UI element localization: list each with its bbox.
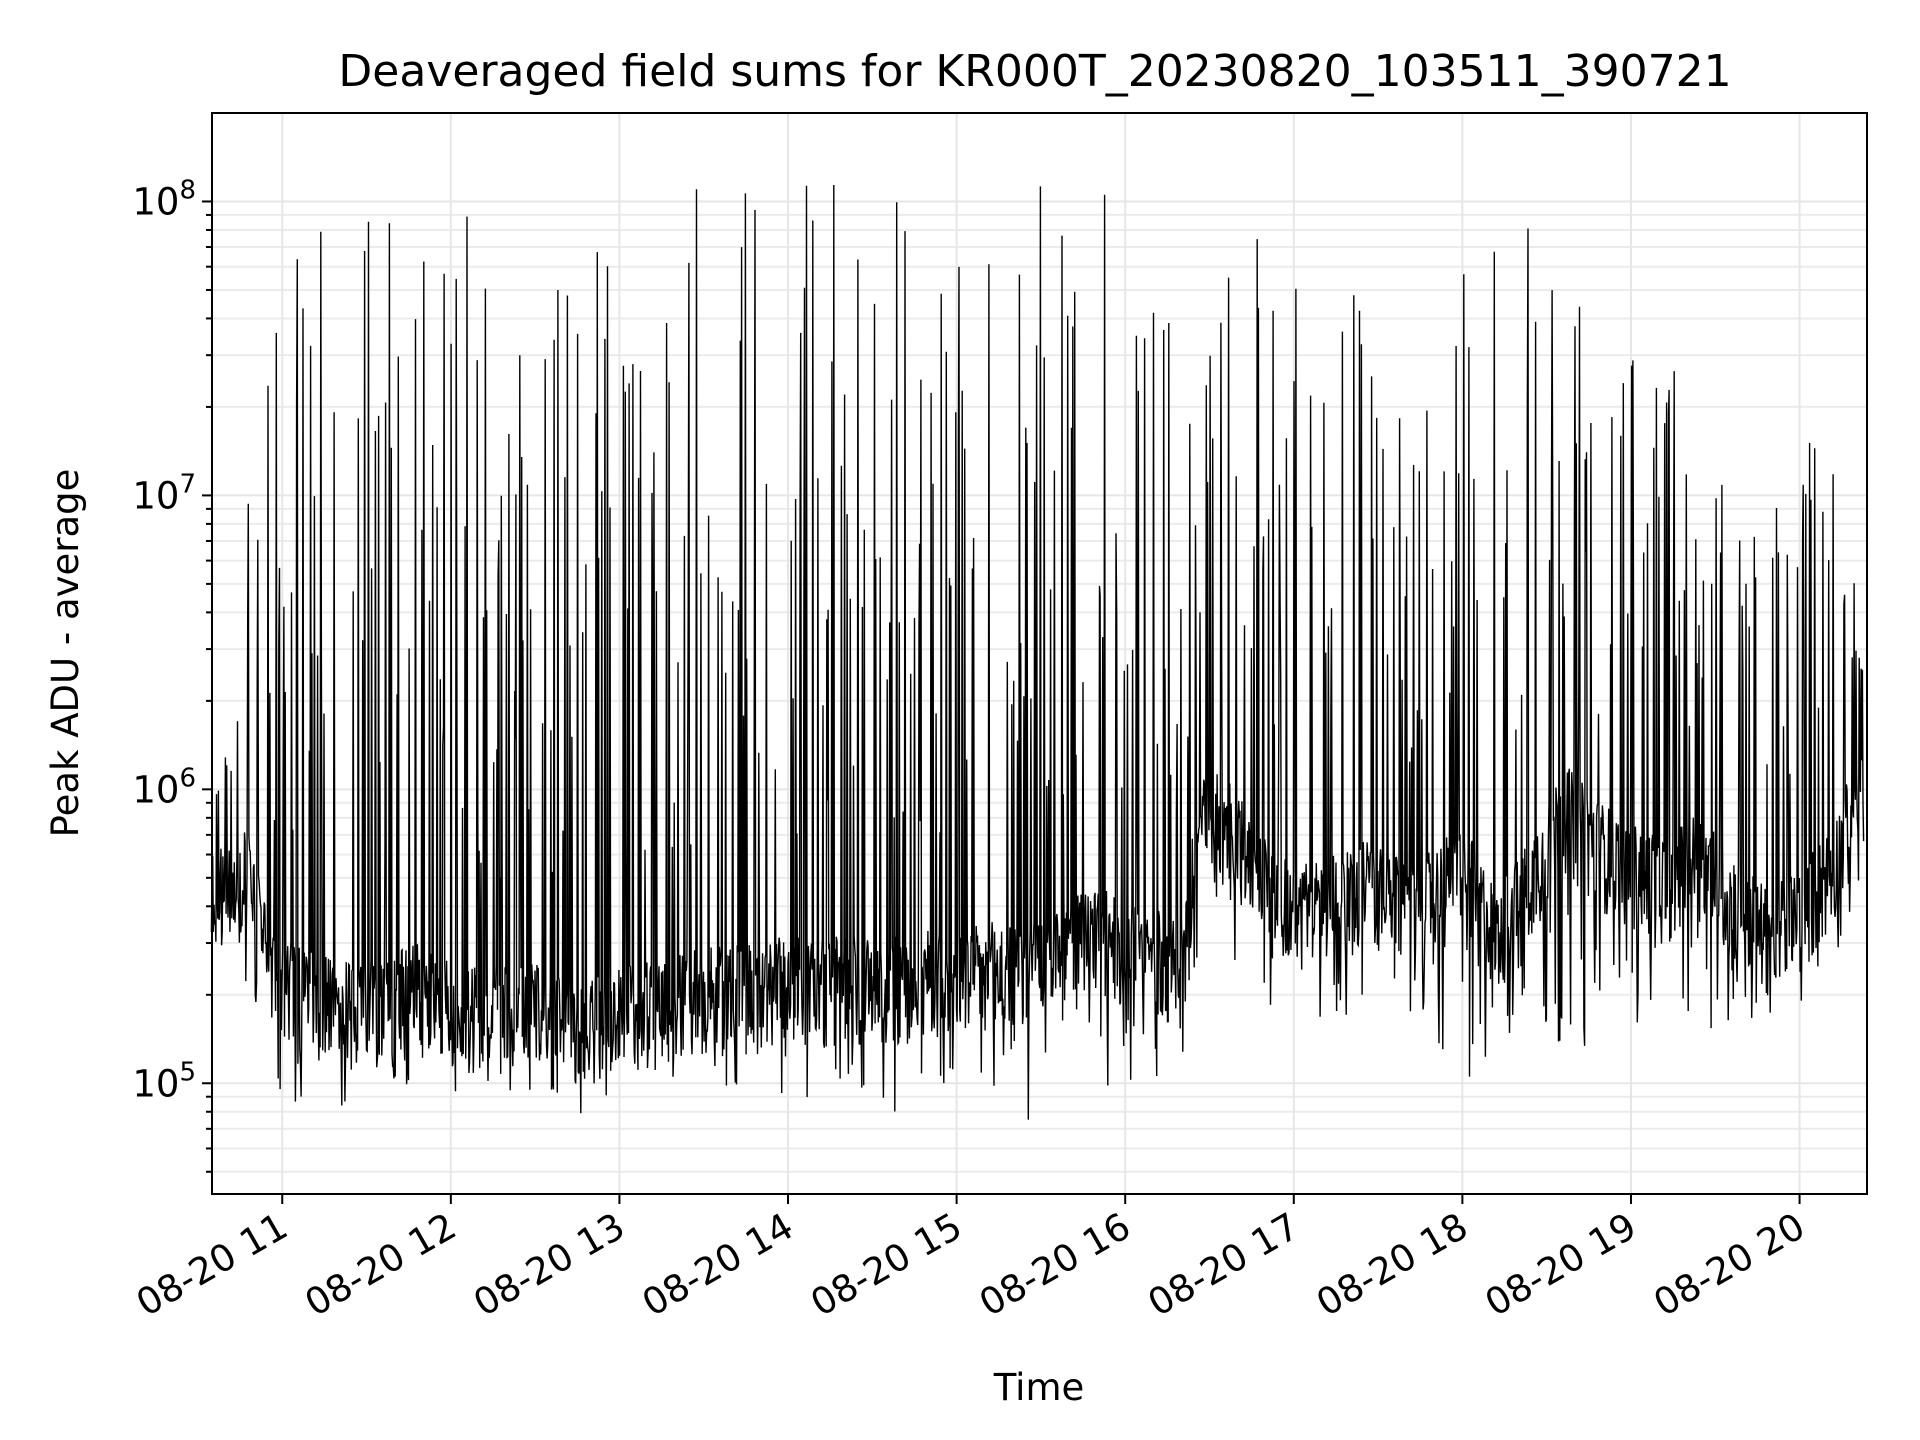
x-tick-label: 08-20 17 xyxy=(1141,1205,1307,1325)
y-tick-label: 106 xyxy=(132,763,196,811)
x-tick-label: 08-20 12 xyxy=(298,1205,464,1325)
y-tick-label: 108 xyxy=(132,175,196,223)
x-tick-label: 08-20 11 xyxy=(129,1205,295,1325)
x-tick-label: 08-20 19 xyxy=(1478,1205,1644,1325)
x-tick-label: 08-20 14 xyxy=(635,1205,801,1325)
x-tick-label: 08-20 13 xyxy=(466,1205,632,1325)
x-tick-label: 08-20 15 xyxy=(804,1205,970,1325)
x-tick-label: 08-20 20 xyxy=(1646,1205,1812,1325)
y-tick-label: 105 xyxy=(132,1057,196,1105)
plot-area xyxy=(211,112,1868,1195)
x-tick-label: 08-20 18 xyxy=(1309,1205,1475,1325)
x-axis-label: Time xyxy=(993,1366,1085,1409)
chart-title: Deaveraged field sums for KR000T_2023082… xyxy=(338,46,1731,97)
y-axis-label: Peak ADU - average xyxy=(44,469,87,838)
x-tick-label: 08-20 16 xyxy=(972,1205,1138,1325)
y-tick-label: 107 xyxy=(132,469,196,517)
series-line xyxy=(210,184,1865,1120)
